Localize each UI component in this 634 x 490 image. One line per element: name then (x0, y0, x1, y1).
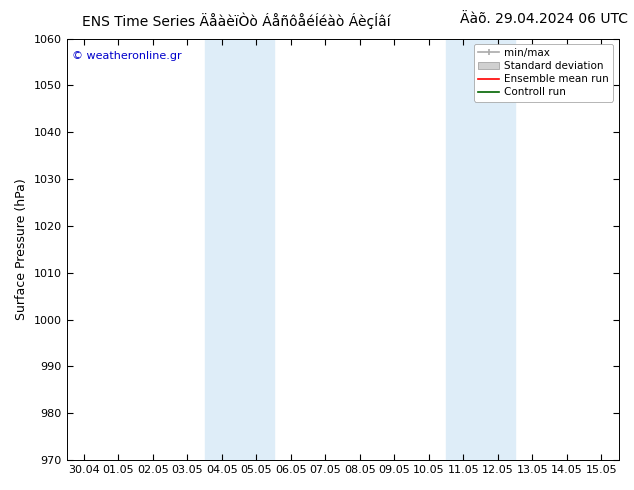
Bar (239, 39, 273, 460)
Y-axis label: Surface Pressure (hPa): Surface Pressure (hPa) (15, 178, 28, 320)
Text: ENS Time Series ÄåàèïÒò ÁåñôåéÍéàò ÁèçÍâí: ENS Time Series ÄåàèïÒò ÁåñôåéÍéàò ÁèçÍâ… (82, 12, 391, 29)
Legend: min/max, Standard deviation, Ensemble mean run, Controll run: min/max, Standard deviation, Ensemble me… (474, 44, 613, 101)
Bar (446, 39, 481, 460)
Bar (205, 39, 239, 460)
Text: © weatheronline.gr: © weatheronline.gr (72, 51, 182, 61)
Bar (481, 39, 515, 460)
Text: Äàõ. 29.04.2024 06 UTC: Äàõ. 29.04.2024 06 UTC (460, 12, 628, 26)
